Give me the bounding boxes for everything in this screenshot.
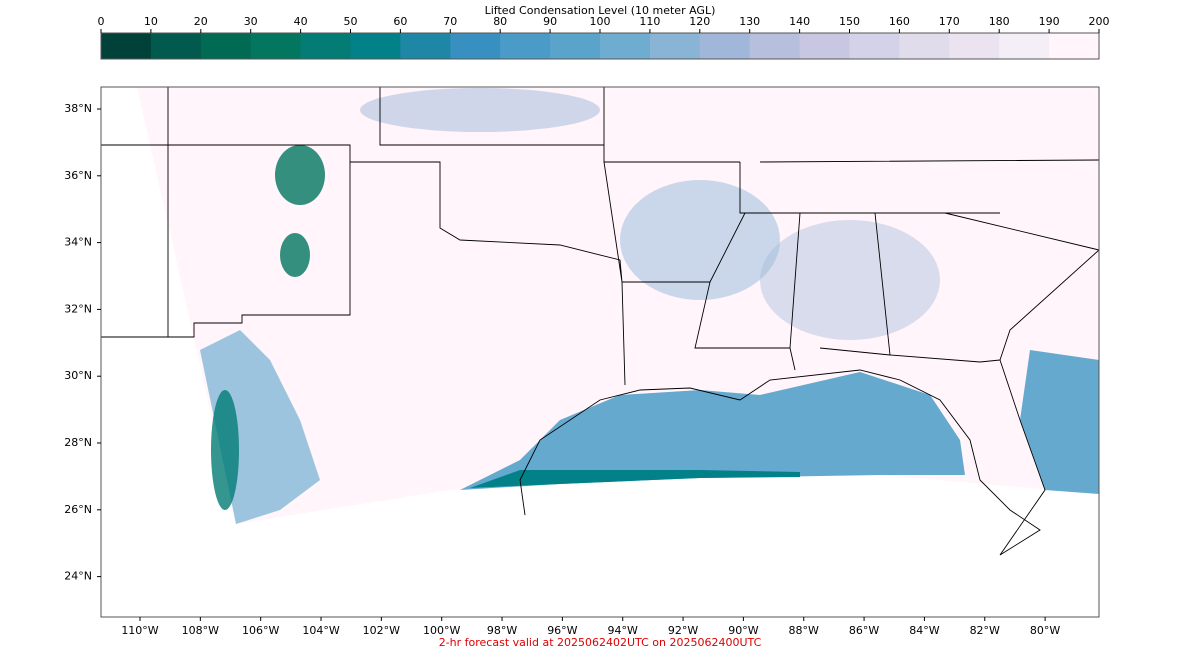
colorbar-bin (849, 33, 900, 59)
colorbar-bin (150, 33, 202, 59)
lat-tick-label: 34°N (64, 236, 92, 249)
colorbar-tick-label: 10 (144, 15, 158, 28)
colorbar-bin (350, 33, 401, 59)
lon-tick-label: 80°W (1030, 624, 1060, 637)
colorbar-bin (250, 33, 302, 59)
field-blob (760, 220, 940, 340)
colorbar-bin (899, 33, 950, 59)
lat-tick-label: 32°N (64, 302, 92, 315)
lon-tick-label: 106°W (242, 624, 279, 637)
gulf-field (460, 372, 965, 490)
colorbar-label: Lifted Condensation Level (10 meter AGL) (485, 4, 716, 17)
field-blob (360, 88, 600, 132)
colorbar-bin (949, 33, 1000, 59)
lon-tick-label: 86°W (849, 624, 879, 637)
lat-tick-label: 38°N (64, 102, 92, 115)
colorbar-tick-label: 50 (344, 15, 358, 28)
colorbar-tick-label: 30 (244, 15, 258, 28)
colorbar-tick-label: 140 (789, 15, 810, 28)
colorbar-tick-label: 170 (939, 15, 960, 28)
colorbar-tick-label: 80 (493, 15, 507, 28)
colorbar-tick-label: 160 (889, 15, 910, 28)
colorbar-tick-label: 0 (98, 15, 105, 28)
field-blob (275, 145, 325, 205)
colorbar-bin (999, 33, 1050, 59)
colorbar-tick-label: 70 (443, 15, 457, 28)
lon-tick-label: 82°W (970, 624, 1000, 637)
colorbar-tick-label: 200 (1089, 15, 1110, 28)
lon-tick-label: 92°W (668, 624, 698, 637)
colorbar-bin (400, 33, 451, 59)
colorbar-tick-label: 20 (194, 15, 208, 28)
lon-tick-label: 84°W (909, 624, 939, 637)
colorbar-tick-label: 190 (1039, 15, 1060, 28)
colorbar-tick-label: 100 (590, 15, 611, 28)
lon-tick-label: 104°W (302, 624, 339, 637)
colorbar-tick-label: 130 (739, 15, 760, 28)
colorbar-bin (649, 33, 701, 59)
map (101, 87, 1100, 556)
atlantic-field (1020, 350, 1099, 494)
colorbar-tick-label: 110 (639, 15, 660, 28)
colorbar-bin (600, 33, 651, 59)
lat-tick-label: 26°N (64, 503, 92, 516)
colorbar-bin (200, 33, 252, 59)
footer: 2-hr forecast valid at 2025062402UTC on … (439, 636, 762, 649)
field-blob (280, 233, 310, 277)
colorbar (101, 33, 1100, 59)
field-blob (211, 390, 239, 510)
colorbar-tick-label: 60 (393, 15, 407, 28)
lon-tick-label: 108°W (182, 624, 219, 637)
colorbar-bin (699, 33, 751, 59)
colorbar-bin (101, 33, 152, 59)
lat-tick-label: 24°N (64, 570, 92, 583)
colorbar-bin (300, 33, 351, 59)
lon-tick-label: 94°W (608, 624, 638, 637)
colorbar-bin (1049, 33, 1100, 59)
coastline (519, 249, 1100, 556)
lon-tick-label: 88°W (789, 624, 819, 637)
colorbar-tick-label: 90 (543, 15, 557, 28)
colorbar-tick-label: 40 (294, 15, 308, 28)
lon-tick-label: 90°W (728, 624, 758, 637)
colorbar-bin (749, 33, 801, 59)
map-frame (100, 86, 1100, 618)
colorbar-bin (799, 33, 850, 59)
colorbar-tick-label: 120 (689, 15, 710, 28)
state-borders (101, 87, 1100, 386)
lon-tick-label: 100°W (423, 624, 460, 637)
colorbar-tick-label: 150 (839, 15, 860, 28)
lon-tick-label: 98°W (487, 624, 517, 637)
lon-tick-label: 110°W (121, 624, 158, 637)
colorbar-bin (450, 33, 501, 59)
lat-tick-label: 28°N (64, 436, 92, 449)
lat-tick-label: 36°N (64, 169, 92, 182)
lon-tick-label: 102°W (363, 624, 400, 637)
lat-tick-label: 30°N (64, 369, 92, 382)
colorbar-bin (500, 33, 551, 59)
colorbar-tick-label: 180 (989, 15, 1010, 28)
lon-tick-label: 96°W (547, 624, 577, 637)
colorbar-bin (550, 33, 601, 59)
gulf-low-field (470, 470, 800, 488)
